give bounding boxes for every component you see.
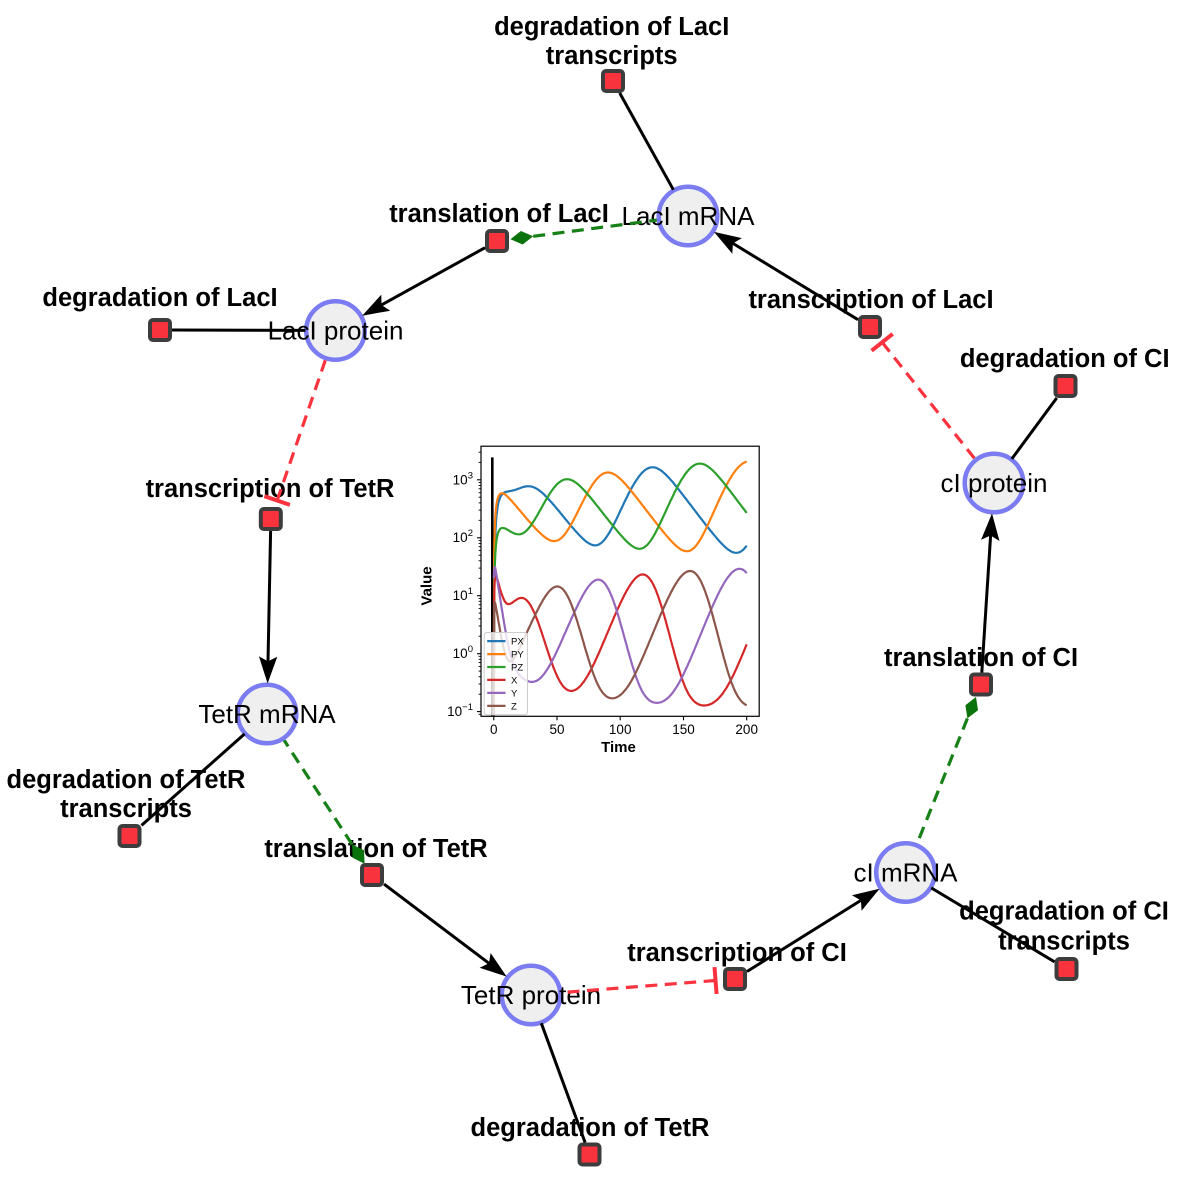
svg-text:degradation of LacI: degradation of LacI — [494, 13, 729, 41]
svg-text:Z: Z — [511, 701, 517, 712]
svg-text:degradation of TetR: degradation of TetR — [471, 1114, 710, 1142]
svg-text:50: 50 — [549, 722, 564, 737]
svg-text:degradation of CI: degradation of CI — [959, 898, 1169, 926]
svg-text:Time: Time — [601, 739, 636, 756]
svg-text:X: X — [511, 675, 518, 686]
svg-text:transcripts: transcripts — [546, 42, 678, 70]
svg-text:10−1: 10−1 — [447, 702, 473, 719]
svg-text:150: 150 — [672, 722, 695, 737]
svg-text:translation of TetR: translation of TetR — [264, 835, 487, 863]
svg-text:Value: Value — [419, 566, 436, 605]
svg-text:cI protein: cI protein — [941, 468, 1048, 498]
svg-text:PX: PX — [511, 637, 524, 648]
svg-text:transcription of CI: transcription of CI — [627, 939, 847, 967]
svg-text:degradation of LacI: degradation of LacI — [42, 284, 277, 312]
svg-text:LacI mRNA: LacI mRNA — [622, 201, 756, 231]
svg-text:PZ: PZ — [511, 662, 523, 673]
svg-text:PY: PY — [511, 650, 524, 661]
svg-text:translation of LacI: translation of LacI — [389, 200, 609, 228]
svg-text:100: 100 — [453, 644, 473, 661]
svg-text:Y: Y — [511, 688, 518, 699]
svg-text:degradation of TetR: degradation of TetR — [7, 766, 246, 794]
svg-text:103: 103 — [453, 470, 473, 487]
svg-text:101: 101 — [453, 586, 473, 603]
svg-text:TetR mRNA: TetR mRNA — [198, 699, 336, 729]
svg-text:transcription of LacI: transcription of LacI — [748, 286, 993, 314]
svg-text:0: 0 — [490, 722, 498, 737]
svg-text:200: 200 — [735, 722, 758, 737]
svg-text:cI mRNA: cI mRNA — [854, 858, 959, 888]
svg-text:102: 102 — [453, 528, 473, 545]
svg-text:degradation of CI: degradation of CI — [960, 345, 1170, 373]
svg-text:100: 100 — [609, 722, 632, 737]
svg-text:TetR protein: TetR protein — [461, 980, 601, 1010]
